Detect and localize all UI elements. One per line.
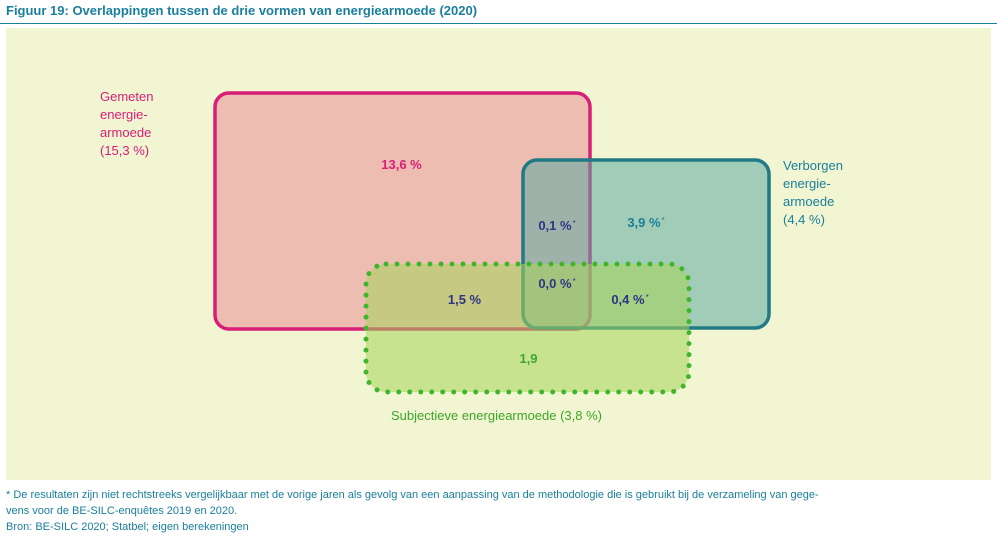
region-value: 0,4 % (611, 292, 645, 307)
region-value: 1,5 % (447, 292, 482, 307)
region-hidden-subjective-value: 0,4 %* (611, 292, 648, 307)
region-asterisk: * (645, 293, 649, 302)
figure-footer: * De resultaten zijn niet rechtstreeks v… (6, 487, 991, 535)
hidden-set-label: Verborgen energie- armoede (4,4 %) (783, 157, 843, 229)
region-measured-hidden-value: 0,1 %* (538, 218, 575, 233)
region-asterisk: * (572, 219, 576, 228)
footnote-line: vens voor de BE-SILC-enquêtes 2019 en 20… (6, 505, 238, 517)
region-asterisk: * (572, 277, 576, 286)
figure-title: Figuur 19: Overlappingen tussen de drie … (6, 3, 478, 18)
region-value: 13,6 % (381, 157, 422, 172)
source-line: Bron: BE-SILC 2020; Statbel; eigen berek… (6, 521, 249, 533)
region-measured-only-value: 13,6 % (381, 157, 422, 172)
hidden-label-line: armoede (783, 194, 835, 209)
region-subjective-only-value: 1,9 (519, 351, 538, 366)
region-value: 1,9 (519, 351, 538, 366)
measured-label-line: energie- (100, 107, 148, 122)
measured-set-label: Gemeten energie- armoede (15,3 %) (100, 88, 153, 160)
hidden-label-line: energie- (783, 176, 831, 191)
region-asterisk: * (661, 216, 665, 225)
hidden-label-line: Verborgen (783, 158, 843, 173)
region-measured-subjective-value: 1,5 % (448, 292, 482, 307)
region-value: 0,1 % (538, 218, 572, 233)
title-divider (0, 23, 997, 24)
subjective-set-box (363, 261, 692, 395)
measured-label-line: armoede (100, 125, 152, 140)
hidden-label-line: (4,4 %) (783, 212, 825, 227)
measured-label-line: Gemeten (100, 89, 154, 104)
region-value: 0,0 % (538, 276, 572, 291)
region-value: 3,9 % (627, 215, 661, 230)
footnote-line: * De resultaten zijn niet rechtstreeks v… (6, 489, 819, 501)
measured-label-line: (15,3 %) (100, 143, 150, 158)
region-hidden-only-value: 3,9 %* (627, 215, 664, 230)
region-all-three-value: 0,0 %* (538, 276, 575, 291)
subjective-set-label: Subjectieve energiearmoede (3,8 %) (391, 408, 603, 423)
